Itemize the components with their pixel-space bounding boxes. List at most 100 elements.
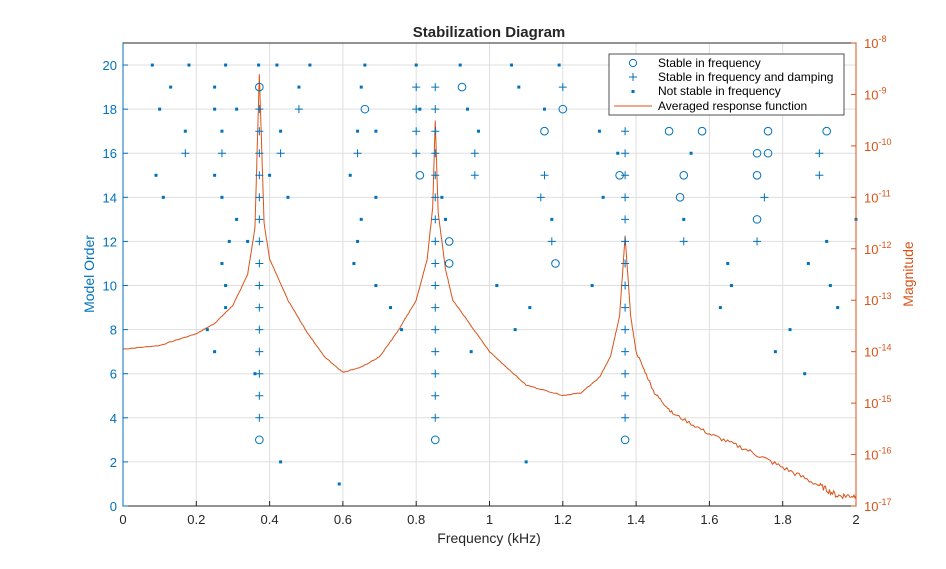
not-stable-marker [466, 107, 470, 111]
stable-damping-marker [621, 259, 630, 268]
not-stable-marker [682, 217, 686, 221]
not-stable-marker [183, 129, 187, 133]
not-stable-marker [477, 129, 481, 133]
stable-damping-marker [181, 149, 190, 158]
y-left-tick-label: 16 [103, 146, 117, 161]
not-stable-marker [444, 217, 448, 221]
not-stable-marker [374, 284, 378, 288]
not-stable-marker [718, 306, 722, 310]
response-curve-layer [122, 74, 857, 500]
not-stable-marker [806, 261, 810, 265]
stable-damping-marker [431, 303, 440, 312]
stable-frequency-marker [430, 435, 440, 445]
stable-frequency-marker [822, 126, 831, 136]
y-right-tick-label: 10-8 [864, 34, 886, 51]
stable-damping-marker [255, 215, 264, 224]
legend: Stable in frequency Stable in frequency … [608, 53, 845, 116]
y-right-tick-label: 10-10 [864, 137, 891, 154]
stable-damping-marker [431, 149, 440, 158]
not-stable-marker [788, 328, 792, 332]
stable-frequency-marker [551, 259, 560, 268]
y-right-tick-label: 10-12 [864, 240, 891, 257]
not-stable-marker [257, 63, 261, 67]
not-stable-marker [509, 63, 513, 67]
stable-frequency-marker [444, 259, 454, 268]
y-right-tick-label: 10-14 [864, 343, 891, 360]
not-stable-marker [590, 284, 594, 288]
y-left-tick-label: 12 [103, 234, 117, 249]
stable-damping-marker [621, 347, 630, 356]
y-axis-right-label: Magnitude [900, 241, 916, 307]
stable-damping-marker [255, 193, 264, 202]
stable-damping-marker [621, 171, 630, 180]
stable-damping-marker [255, 149, 264, 158]
not-stable-marker [825, 239, 829, 243]
stable-frequency-marker [558, 104, 568, 114]
stable-damping-marker [412, 83, 421, 92]
not-stable-marker [517, 85, 521, 89]
stable-damping-marker [255, 303, 264, 312]
not-stable-marker [158, 107, 162, 111]
stable-damping-marker [540, 171, 549, 180]
stable-frequency-marker [763, 126, 773, 136]
not-stable-marker [524, 460, 528, 464]
stable-damping-marker [621, 325, 630, 334]
not-stable-marker [414, 63, 418, 67]
not-stable-marker [726, 261, 730, 265]
not-stable-marker [557, 63, 561, 67]
stable-damping-marker [431, 193, 440, 202]
chart-title: Stabilization Diagram [413, 24, 566, 41]
legend-label-stable-frequency: Stable in frequency [658, 56, 761, 70]
stable-damping-marker [431, 215, 440, 224]
legend-label-stable-damping: Stable in frequency and damping [658, 70, 833, 84]
y-right-tick-label: 10-17 [864, 497, 891, 514]
x-tick-label: 0.2 [187, 512, 205, 527]
stable-frequency-marker [255, 82, 264, 92]
not-stable-marker [352, 261, 356, 265]
y-right-tick-label: 10-13 [864, 291, 891, 308]
not-stable-marker [308, 63, 312, 67]
stable-damping-marker [255, 325, 264, 334]
legend-box [608, 53, 845, 116]
stable-damping-marker [255, 281, 264, 290]
stable-damping-marker [255, 391, 264, 400]
not-stable-marker [542, 107, 546, 111]
stable-damping-marker [255, 237, 264, 246]
x-tick-label: 0 [119, 512, 126, 527]
stable-damping-marker [431, 369, 440, 378]
stable-damping-marker [431, 237, 440, 246]
not-stable-marker [729, 284, 733, 288]
legend-plus-marker [629, 73, 637, 81]
stable-damping-marker [431, 347, 440, 356]
not-stable-marker [469, 350, 473, 354]
not-stable-marker [220, 261, 224, 265]
y-left-tick-label: 4 [110, 411, 117, 426]
legend-label-response: Averaged response function [658, 99, 807, 113]
not-stable-marker [356, 239, 360, 243]
not-stable-marker [458, 63, 462, 67]
stable-frequency-marker [255, 435, 264, 445]
legend-point-marker [631, 90, 635, 93]
stable-damping-marker [431, 413, 440, 422]
not-stable-marker [348, 173, 352, 177]
stable-frequency-marker [763, 148, 773, 158]
x-tick-label: 2 [852, 512, 859, 527]
not-stable-marker [359, 85, 363, 89]
not-stable-marker [803, 372, 807, 376]
stable-damping-marker [431, 391, 440, 400]
stable-frequency-marker [752, 148, 762, 158]
x-axis-label: Frequency (kHz) [437, 530, 540, 546]
stable-frequency-marker [664, 126, 674, 136]
not-stable-marker [213, 173, 217, 177]
not-stable-marker [213, 85, 217, 89]
not-stable-marker [495, 284, 499, 288]
not-stable-marker [213, 350, 217, 354]
stable-frequency-marker [620, 435, 630, 445]
not-stable-marker [213, 107, 217, 111]
stable-damping-marker [431, 281, 440, 290]
not-stable-marker [224, 306, 228, 310]
legend-circle-marker [628, 58, 638, 68]
stable-damping-marker [431, 325, 440, 334]
not-stable-marker [220, 129, 224, 133]
